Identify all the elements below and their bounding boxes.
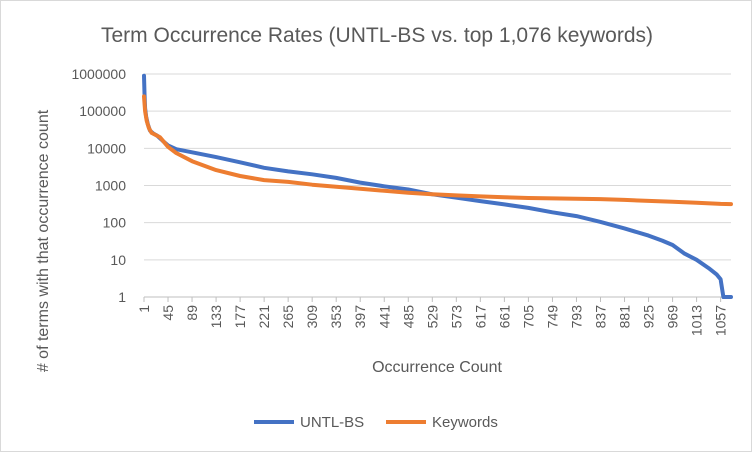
series-lines — [142, 73, 733, 299]
y-tick-label: 1000 — [95, 178, 126, 194]
x-tick-label: 925 — [641, 305, 657, 329]
x-tick-label: 265 — [280, 305, 296, 329]
x-tick-label: 1057 — [713, 305, 729, 336]
x-tick-label: 133 — [208, 305, 224, 329]
y-tick-label: 100000 — [79, 103, 126, 119]
x-tick-label: 881 — [617, 305, 633, 329]
x-tick-label: 793 — [568, 305, 584, 329]
x-tick-label: 221 — [256, 305, 272, 329]
x-tick-label: 1 — [136, 305, 152, 313]
x-tick-label: 749 — [544, 305, 560, 329]
y-tick-label: 10 — [110, 252, 126, 268]
legend-label: Keywords — [432, 414, 498, 431]
series-line-keywords — [142, 94, 733, 207]
x-tick-label: 617 — [472, 305, 488, 329]
x-tick-label: 837 — [592, 305, 608, 329]
y-tick-label: 1000000 — [71, 66, 126, 82]
x-tick-label: 705 — [520, 305, 536, 329]
y-tick-label: 1 — [118, 289, 126, 305]
x-tick-label: 309 — [304, 305, 320, 329]
x-tick-label: 485 — [400, 305, 416, 329]
x-tick-label: 441 — [376, 305, 392, 329]
legend-label: UNTL-BS — [300, 414, 364, 431]
x-tick-label: 89 — [184, 305, 200, 321]
chart-title: Term Occurrence Rates (UNTL-BS vs. top 1… — [101, 24, 653, 47]
gridlines — [144, 73, 731, 261]
x-tick-label: 353 — [328, 305, 344, 329]
x-tick-label: 177 — [232, 305, 248, 329]
y-axis-ticks: 1 10 100 1000 10000 100000 1000000 — [71, 66, 126, 305]
x-axis-title: Occurrence Count — [372, 359, 502, 376]
x-tick-label: 573 — [448, 305, 464, 329]
x-tick-label: 1013 — [689, 305, 705, 336]
y-axis-title: # of terms with that occurrence count — [35, 109, 52, 372]
series-line-untl-bs — [142, 73, 733, 299]
x-axis-ticks: 1 45 89 133 177 221 265 309 353 397 441 485 529 573 61… — [136, 297, 729, 336]
y-tick-label: 10000 — [87, 140, 126, 156]
legend: UNTL-BS Keywords — [254, 414, 498, 431]
x-tick-label: 529 — [424, 305, 440, 329]
x-tick-label: 661 — [496, 305, 512, 329]
x-tick-label: 397 — [352, 305, 368, 329]
x-tick-label: 45 — [160, 305, 176, 321]
y-tick-label: 100 — [103, 215, 127, 231]
x-tick-label: 969 — [665, 305, 681, 329]
